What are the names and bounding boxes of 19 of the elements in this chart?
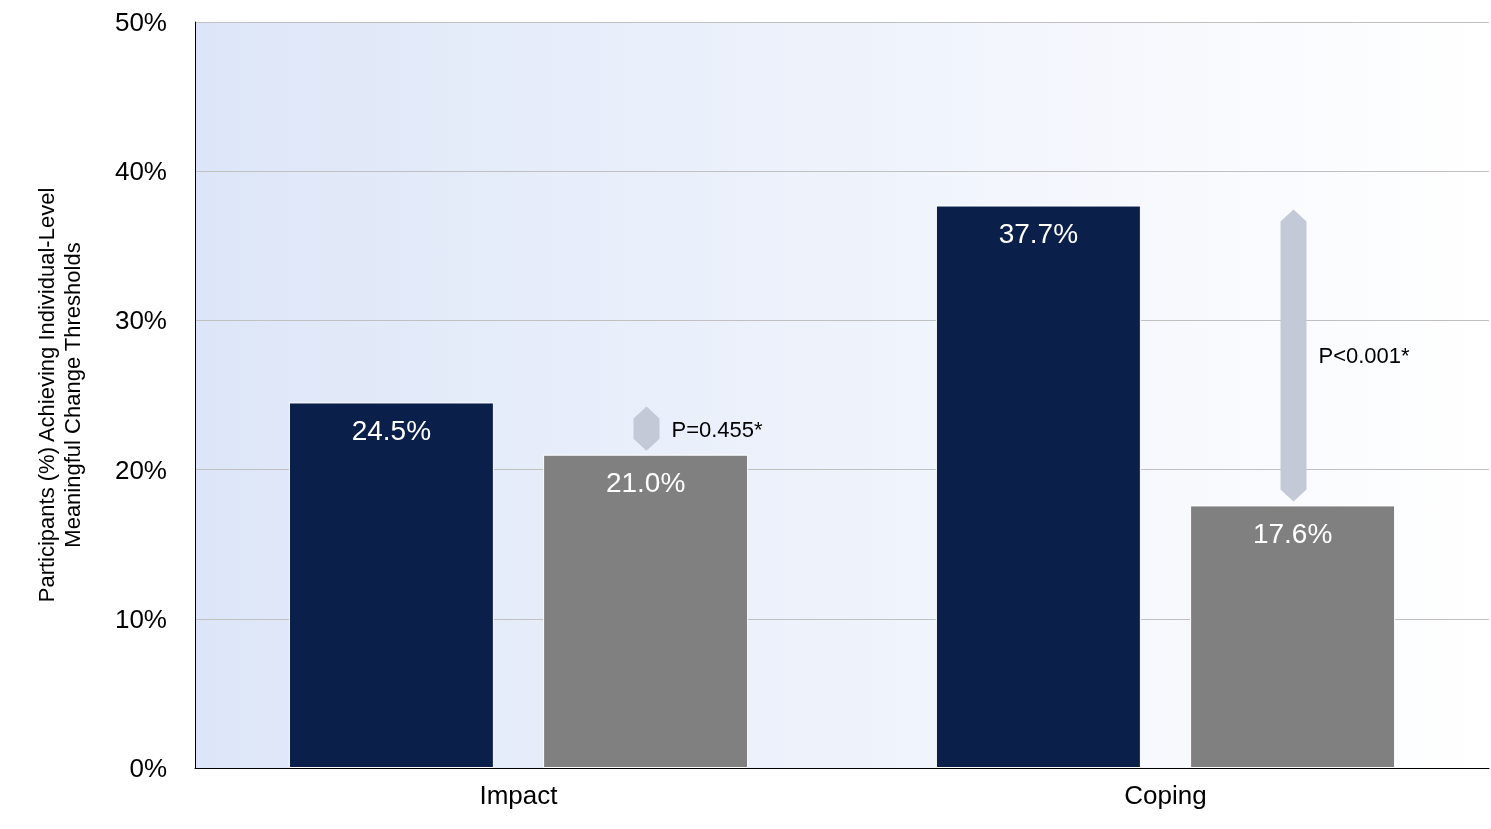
bar [288, 402, 494, 768]
y-tick-label: 20% [114, 454, 167, 485]
x-tick-label: Coping [1124, 780, 1207, 810]
y-axis-title: Participants (%) Achieving Individual-Level Meaningful Change Thresholds [33, 187, 85, 603]
y-tick-label: 40% [114, 156, 167, 187]
annotation: P<0.001* [1318, 343, 1411, 369]
data-label: 37.7% [998, 218, 1079, 250]
data-label: 21.0% [605, 467, 686, 499]
x-tick-label: Impact [479, 780, 559, 810]
bar [935, 205, 1141, 768]
annotation: P=0.455* [671, 416, 764, 442]
y-tick-label: 30% [114, 305, 167, 336]
bar [1190, 505, 1396, 768]
y-tick-label: 10% [114, 603, 167, 634]
data-label: 17.6% [1252, 517, 1333, 549]
y-tick-label: 0% [129, 753, 167, 783]
bar [543, 454, 749, 768]
data-label: 24.5% [351, 414, 432, 446]
y-tick-label: 50% [114, 7, 167, 37]
